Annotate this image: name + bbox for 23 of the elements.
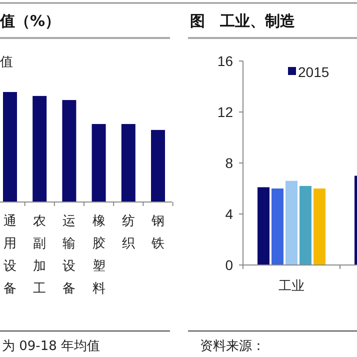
- x-tick-label: 农副加工: [33, 214, 46, 296]
- bar: [62, 100, 76, 202]
- x-tick-label: 橡胶塑料: [92, 214, 106, 296]
- x-tick-label: 纺织: [122, 214, 135, 252]
- text: 值: [0, 55, 13, 70]
- x-tick-label: 运输设备: [62, 214, 76, 296]
- x-tick-label: 钢铁: [150, 214, 164, 252]
- y-tick-label: 4: [225, 206, 234, 222]
- x-tick-label: 工业: [278, 279, 304, 294]
- legend-label: 2015: [298, 64, 330, 80]
- text: 为 09-18 年均值: [2, 339, 100, 354]
- y-tick-label: 12: [217, 104, 234, 120]
- bar: [151, 130, 165, 202]
- y-tick-label: 16: [217, 52, 234, 69]
- bar: [121, 124, 136, 202]
- bar: [3, 92, 17, 202]
- bar: [32, 96, 47, 202]
- x-tick-label: 通用设备: [4, 214, 16, 296]
- chart-title: 图 工业、制造: [190, 12, 296, 30]
- bar: [92, 124, 106, 202]
- y-tick-label: 8: [225, 154, 234, 171]
- y-tick-label: 0: [225, 256, 234, 273]
- text: 资料来源：: [200, 339, 265, 354]
